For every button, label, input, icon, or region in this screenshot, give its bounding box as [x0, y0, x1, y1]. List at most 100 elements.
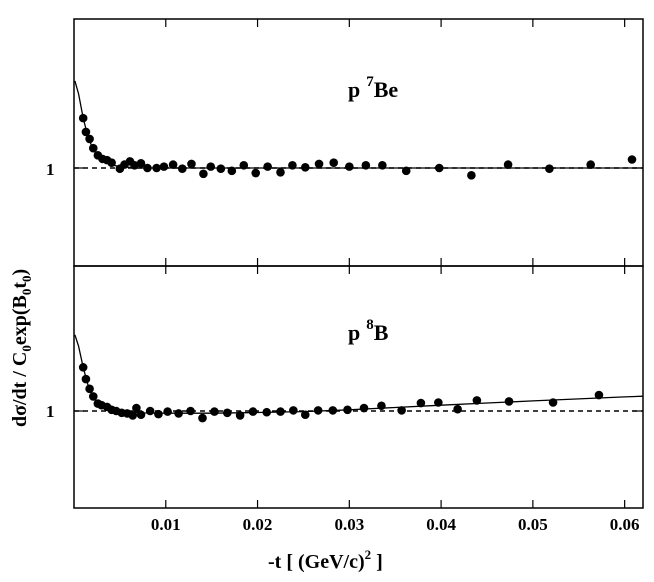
- data-point: [328, 406, 338, 415]
- x-tick-labels: 0.01 0.02 0.03 0.04 0.05 0.06: [151, 515, 640, 534]
- y-axis-title-sub1: 0: [19, 345, 34, 352]
- x-tick-label: 0.05: [518, 515, 548, 534]
- data-point: [397, 406, 406, 415]
- data-point: [434, 163, 444, 173]
- data-point: [128, 411, 138, 420]
- x-tick-label: 0.02: [243, 515, 273, 534]
- data-point: [132, 403, 141, 413]
- data-point: [503, 160, 513, 169]
- y-axis-title-sub2: 0: [19, 289, 34, 296]
- panel-p8b: [74, 266, 644, 508]
- data-point: [81, 127, 91, 137]
- x-tick-label: 0.04: [426, 515, 456, 534]
- data-point: [586, 160, 595, 169]
- data-point: [78, 363, 88, 372]
- data-point: [198, 413, 207, 423]
- x-axis-title-end: ]: [371, 551, 383, 573]
- bottom-panel-frame: [73, 265, 644, 509]
- x-axis-title: -t [ (GeV/c)2 ]: [268, 547, 383, 573]
- data-point: [359, 403, 369, 413]
- data-point: [136, 158, 146, 168]
- data-point: [314, 159, 324, 169]
- data-point: [343, 405, 352, 415]
- data-point: [168, 160, 178, 169]
- data-point: [145, 406, 155, 416]
- panel-p7be: [74, 19, 643, 266]
- data-point: [88, 392, 98, 401]
- data-point: [548, 398, 558, 407]
- data-point: [329, 158, 339, 167]
- x-tick-label: 0.01: [151, 515, 181, 534]
- x-axis-title-text: -t [ (GeV/c): [268, 551, 365, 573]
- data-point: [453, 404, 462, 414]
- panel-label-p8b-elem: B: [374, 320, 389, 345]
- data-point: [248, 407, 258, 416]
- data-point: [545, 164, 554, 173]
- data-point: [227, 166, 237, 176]
- data-point: [239, 160, 249, 170]
- data-point: [434, 398, 443, 407]
- data-point: [276, 167, 285, 177]
- y-tick-label-bottom: 1: [46, 402, 55, 421]
- y-axis-title-a: dσ/dt / C: [9, 352, 31, 427]
- data-point: [377, 401, 386, 411]
- panel-label-p8b-sup: 8: [366, 317, 374, 333]
- data-point: [143, 163, 152, 173]
- data-point: [107, 158, 116, 167]
- data-point: [504, 397, 514, 406]
- data-point: [210, 407, 219, 416]
- data-point: [313, 406, 323, 415]
- panel-label-p8b-main: p: [348, 320, 360, 345]
- data-point: [263, 162, 272, 171]
- y-tick-label-top: 1: [46, 160, 55, 179]
- data-point: [288, 160, 297, 170]
- data-point: [300, 163, 310, 172]
- fit-curve-p8b: [74, 334, 644, 414]
- data-point: [88, 143, 98, 153]
- data-point: [174, 409, 183, 418]
- data-point: [163, 407, 172, 416]
- data-point: [78, 113, 88, 123]
- data-point: [136, 410, 146, 420]
- y-axis-title: dσ/dt / C0exp(B0t0): [9, 269, 34, 427]
- x-axis-title-sup: 2: [365, 547, 372, 562]
- data-point: [216, 164, 226, 173]
- data-point: [262, 407, 272, 417]
- panel-label-p8b: p 8B: [348, 317, 389, 345]
- data-point: [154, 409, 163, 419]
- data-point: [289, 406, 298, 415]
- data-point: [594, 390, 604, 400]
- data-point: [416, 398, 426, 408]
- data-point: [472, 396, 482, 405]
- x-tick-label: 0.03: [334, 515, 364, 534]
- top-panel-frame: [73, 18, 644, 267]
- x-tick-label: 0.06: [610, 515, 640, 534]
- data-point: [177, 164, 187, 173]
- panel-label-p7be-main: p: [348, 77, 360, 102]
- data-point: [467, 171, 476, 180]
- data-point: [187, 159, 196, 169]
- data-point: [152, 163, 161, 173]
- y-axis-title-end: ): [9, 269, 31, 276]
- data-point: [276, 407, 285, 416]
- data-point: [85, 384, 94, 394]
- data-point: [378, 160, 387, 170]
- panel-label-p7be: p 7Be: [348, 74, 398, 102]
- y-axis-title-sub3: 0: [19, 275, 34, 282]
- data-point: [206, 162, 216, 171]
- data-point: [345, 162, 354, 171]
- data-point: [251, 168, 261, 178]
- data-point: [627, 155, 637, 164]
- panel-label-p7be-sup: 7: [366, 74, 374, 90]
- data-point: [159, 162, 169, 171]
- data-point: [85, 134, 94, 144]
- y-axis-title-mid: exp(B: [9, 295, 31, 345]
- data-point: [401, 166, 411, 176]
- data-point: [222, 408, 232, 418]
- data-point: [235, 411, 245, 420]
- panel-label-p7be-elem: Be: [374, 77, 399, 102]
- data-point: [186, 406, 195, 416]
- y-axis-title-t: t: [9, 282, 31, 289]
- data-point: [361, 160, 371, 170]
- data-point: [81, 374, 91, 384]
